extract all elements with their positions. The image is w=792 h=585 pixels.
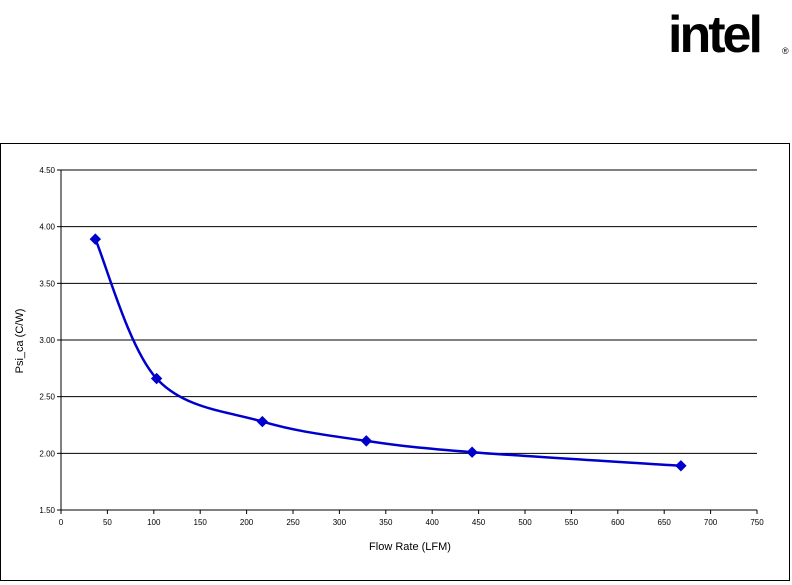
data-point-marker [150, 372, 163, 385]
data-point-marker [675, 460, 687, 472]
y-axis-title: Psi_ca (C/W) [14, 309, 26, 374]
x-tick-label: 200 [240, 518, 254, 527]
x-tick-label: 650 [658, 518, 672, 527]
data-point-marker [256, 415, 269, 428]
registered-mark-icon: ® [782, 46, 789, 56]
y-tick-label: 4.00 [39, 223, 55, 232]
y-tick-label: 2.00 [39, 449, 55, 458]
x-tick-label: 0 [59, 518, 64, 527]
y-tick-label: 1.50 [39, 506, 55, 515]
x-tick-label: 600 [611, 518, 625, 527]
y-tick-labels: 1.50 2.00 2.50 3.00 3.50 4.00 4.50 [39, 166, 55, 515]
x-tick-label: 450 [472, 518, 486, 527]
x-tick-label: 550 [565, 518, 579, 527]
series-line [94, 238, 681, 468]
x-tick-label: 500 [518, 518, 532, 527]
intel-logo-text: intel [668, 6, 760, 64]
line-chart: 0 50 100 150 200 250 300 350 400 450 500 550 600 650 7… [14, 166, 764, 553]
data-point-marker [360, 435, 373, 447]
axes [57, 169, 758, 514]
x-tick-label: 250 [286, 518, 300, 527]
chart-area: 0 50 100 150 200 250 300 350 400 450 500 550 600 650 7… [0, 143, 790, 581]
x-tick-label: 350 [379, 518, 393, 527]
x-tick-label: 50 [103, 518, 112, 527]
x-tick-labels: 0 50 100 150 200 250 300 350 400 450 500 550 600 650 7… [59, 518, 764, 527]
intel-logo: intel ® [668, 4, 792, 66]
x-tick-label: 300 [333, 518, 347, 527]
x-tick-label: 100 [147, 518, 161, 527]
y-tick-label: 3.50 [39, 279, 55, 288]
data-point-marker [89, 233, 102, 245]
series-group [89, 233, 687, 472]
y-tick-label: 3.00 [39, 336, 55, 345]
x-tick-label: 700 [704, 518, 718, 527]
x-axis-title: Flow Rate (LFM) [369, 541, 451, 553]
x-tick-label: 150 [194, 518, 208, 527]
gridlines [61, 169, 757, 454]
y-tick-label: 2.50 [39, 393, 55, 402]
x-tick-label: 750 [750, 518, 764, 527]
y-tick-label: 4.50 [39, 166, 55, 175]
x-tick-label: 400 [426, 518, 440, 527]
data-point-marker [466, 446, 478, 458]
